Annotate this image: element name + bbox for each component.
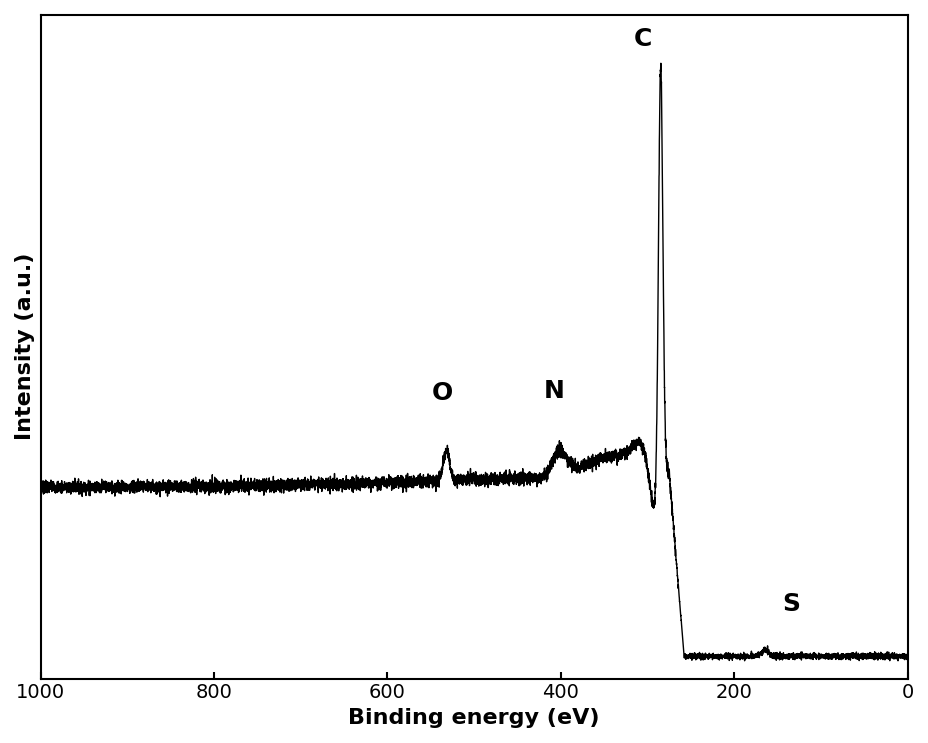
Text: S: S — [781, 591, 800, 615]
X-axis label: Binding energy (eV): Binding energy (eV) — [348, 708, 599, 728]
Text: C: C — [634, 27, 651, 51]
Y-axis label: Intensity (a.u.): Intensity (a.u.) — [15, 253, 35, 441]
Text: N: N — [543, 379, 564, 403]
Text: O: O — [431, 381, 452, 405]
